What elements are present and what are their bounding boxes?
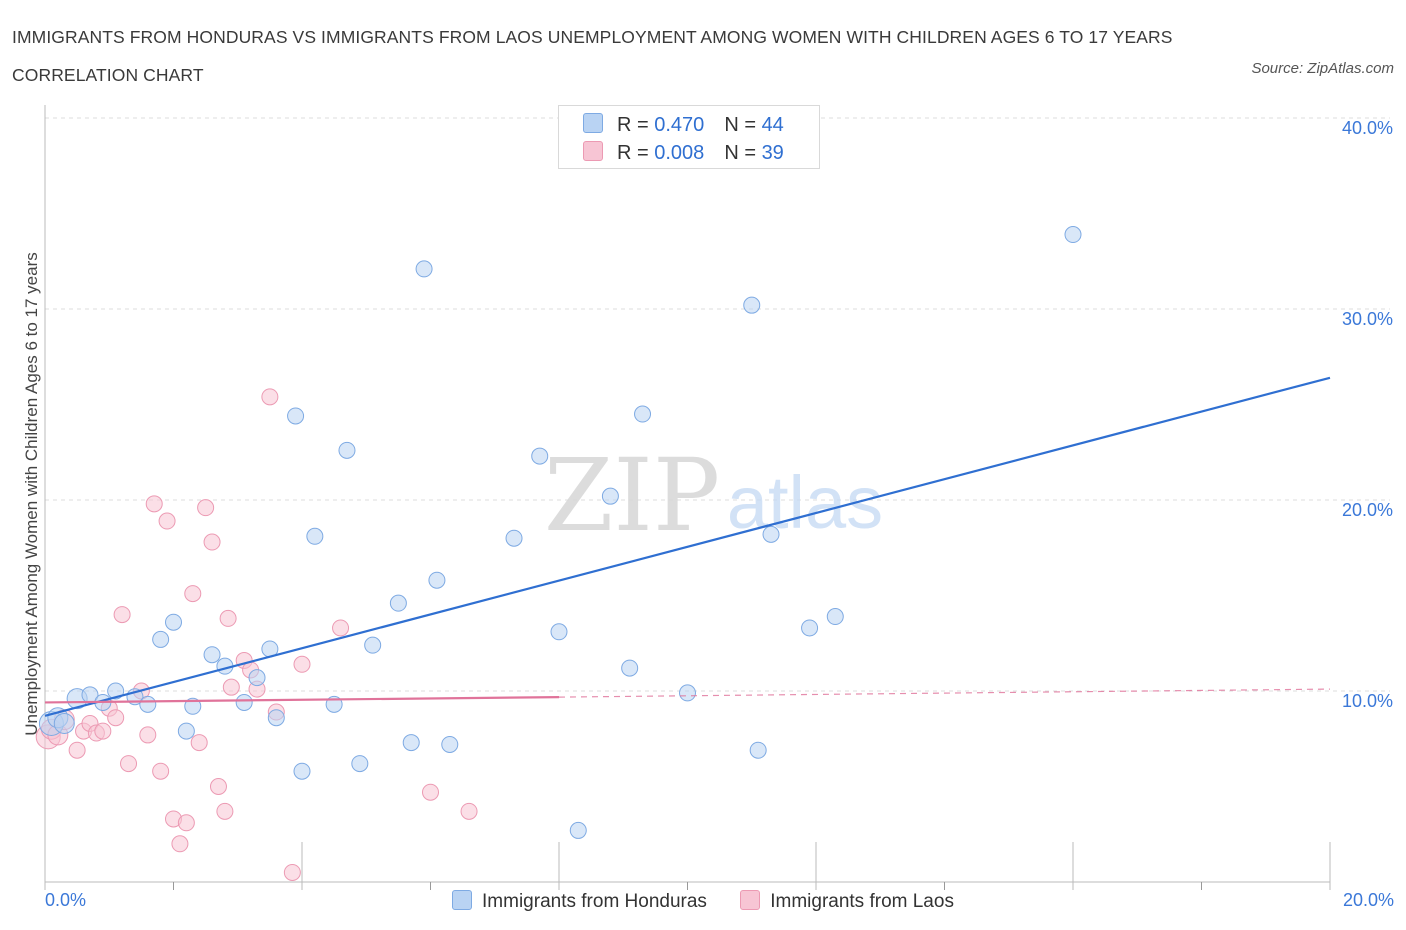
honduras-point — [267, 709, 285, 727]
honduras-point — [139, 695, 157, 713]
honduras-point — [402, 734, 420, 752]
honduras-point — [107, 682, 125, 700]
laos-point — [203, 533, 221, 551]
honduras-point — [152, 630, 170, 648]
honduras-points — [38, 226, 1082, 839]
y-tick-label: 10.0% — [1342, 691, 1393, 711]
laos-point — [422, 783, 439, 801]
laos-point — [190, 734, 208, 752]
series-legend-honduras[interactable]: Immigrants from Honduras — [452, 890, 707, 913]
axes — [44, 105, 1331, 890]
laos-point — [171, 835, 189, 853]
honduras-point — [762, 525, 780, 543]
laos-point — [460, 802, 478, 820]
honduras-point — [351, 755, 369, 773]
legend-swatch-laos — [583, 141, 603, 161]
laos-point — [139, 726, 157, 744]
y-tick-labels: 10.0% 20.0% 30.0% 40.0% — [1342, 118, 1393, 711]
laos-point — [68, 741, 86, 759]
honduras-point — [248, 669, 266, 687]
laos-point — [261, 388, 279, 406]
source-label: Source: ZipAtlas.com — [1251, 60, 1394, 77]
honduras-point — [53, 712, 75, 734]
laos-point — [293, 655, 311, 673]
honduras-point — [826, 608, 844, 626]
watermark-zip: ZIP — [544, 437, 720, 554]
honduras-trend-line — [44, 376, 1331, 717]
laos-trend-line — [44, 696, 560, 704]
legend-swatch-honduras — [583, 113, 603, 133]
honduras-point — [505, 529, 523, 547]
honduras-point — [184, 697, 202, 715]
series-swatch-laos — [740, 890, 761, 910]
y-tick-label: 20.0% — [1342, 500, 1393, 520]
honduras-point — [203, 646, 221, 664]
y-tick-label: 30.0% — [1342, 309, 1393, 329]
laos-point — [107, 709, 125, 727]
honduras-point — [306, 527, 324, 545]
correlation-legend: R = 0.470 N = 44 R = 0.008 N = 39 — [558, 105, 820, 169]
laos-point — [145, 495, 163, 513]
laos-point — [216, 802, 234, 820]
chart-title: IMMIGRANTS FROM HONDURAS VS IMMIGRANTS F… — [12, 27, 1173, 85]
honduras-point — [1064, 226, 1082, 244]
laos-point — [209, 778, 227, 795]
legend-r-laos: 0.008 — [654, 142, 705, 164]
laos-point — [113, 606, 131, 624]
honduras-point — [749, 741, 767, 759]
honduras-point — [165, 613, 182, 631]
honduras-point — [338, 441, 356, 459]
series-legend-laos[interactable]: Immigrants from Laos — [740, 890, 954, 913]
honduras-point — [177, 722, 195, 740]
laos-point — [177, 814, 195, 832]
series-swatch-honduras — [452, 890, 473, 910]
laos-points — [35, 388, 478, 881]
laos-point — [152, 762, 170, 780]
honduras-point — [287, 407, 305, 425]
honduras-point — [621, 659, 639, 677]
honduras-point — [235, 693, 253, 711]
series-legend: Immigrants from Honduras Immigrants from… — [0, 890, 1406, 913]
legend-row-honduras: R = 0.470 N = 44 — [583, 113, 784, 137]
laos-point — [332, 619, 350, 637]
trend-lines — [44, 376, 1331, 717]
honduras-point — [801, 619, 819, 637]
honduras-point — [389, 594, 407, 612]
watermark: ZIP atlas — [544, 437, 883, 554]
honduras-point — [634, 405, 652, 423]
grid-lines — [45, 117, 1390, 692]
laos-point — [158, 512, 176, 530]
honduras-point — [415, 260, 433, 278]
legend-row-laos: R = 0.008 N = 39 — [583, 141, 784, 165]
honduras-point — [601, 487, 619, 505]
laos-point — [120, 755, 138, 773]
laos-trend-line-dashed — [558, 688, 1331, 698]
laos-point — [184, 585, 202, 603]
laos-point — [283, 863, 301, 881]
x-tick-min: 0.0% — [45, 890, 87, 910]
honduras-point — [364, 636, 382, 654]
honduras-point — [743, 296, 761, 314]
x-tick-max: 20.0% — [1342, 890, 1394, 910]
legend-n-honduras: 44 — [761, 114, 784, 136]
y-tick-label: 40.0% — [1342, 118, 1393, 138]
laos-point — [197, 499, 215, 517]
honduras-point — [569, 821, 587, 839]
honduras-point — [441, 735, 459, 753]
laos-point — [219, 609, 237, 627]
honduras-point — [679, 684, 696, 702]
honduras-point — [550, 623, 568, 641]
honduras-point — [293, 762, 311, 780]
laos-point — [94, 722, 112, 740]
honduras-point — [428, 571, 446, 589]
honduras-point — [531, 447, 549, 465]
legend-r-honduras: 0.470 — [654, 114, 705, 136]
laos-point — [222, 678, 240, 696]
legend-n-laos: 39 — [761, 142, 784, 164]
